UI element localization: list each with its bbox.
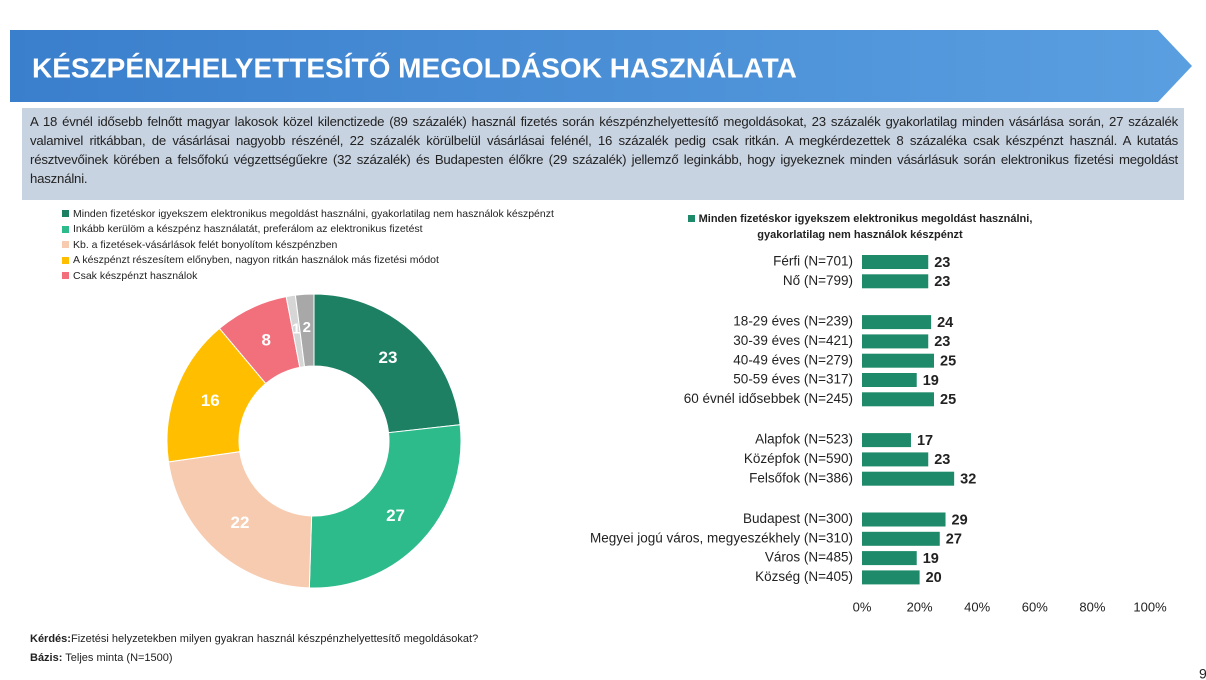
- base: Teljes minta (N=1500): [65, 652, 173, 664]
- bar: [862, 512, 946, 527]
- legend-swatch: [62, 225, 69, 233]
- x-tick-label: 100%: [1133, 599, 1167, 614]
- donut-chart: 23 27 22 16 8 1 2: [166, 293, 462, 589]
- footer: Kérdés:Fizetési helyzetekben milyen gyak…: [30, 630, 478, 668]
- bar-chart: Férfi (N=701) 23 Nő (N=799) 23 18-29 éves (N…: [590, 254, 1167, 615]
- legend-label: Inkább kerülöm a készpénz használatát, p…: [73, 223, 423, 236]
- value-label: 23: [934, 274, 950, 290]
- pie-legend: Minden fizetéskor igyekszem elektronikus…: [62, 206, 554, 284]
- category-label: 18-29 éves (N=239): [733, 314, 853, 329]
- donut-slice: [167, 451, 313, 589]
- slice-label: 1: [292, 320, 300, 337]
- title: KÉSZPÉNZHELYETTESÍTŐ MEGOLDÁSOK HASZNÁLA…: [32, 52, 797, 83]
- title-banner: [10, 30, 1192, 102]
- bar: [862, 433, 911, 448]
- category-label: Megyei jogú város, megyeszékhely (N=310): [590, 530, 853, 545]
- category-label: Község (N=405): [755, 569, 853, 584]
- legend-swatch: [62, 256, 69, 264]
- legend-item: Inkább kerülöm a készpénz használatát, p…: [62, 222, 554, 238]
- category-label: Budapest (N=300): [743, 511, 853, 526]
- category-label: Alapfok (N=523): [755, 432, 853, 447]
- category-label: Felsőfok (N=386): [749, 470, 853, 485]
- value-label: 17: [917, 433, 933, 449]
- bar: [862, 531, 940, 546]
- legend-swatch: [62, 210, 69, 218]
- value-label: 23: [934, 452, 950, 468]
- donut-slice: [294, 293, 315, 368]
- bar: [862, 570, 920, 585]
- x-tick-label: 60%: [1022, 599, 1048, 614]
- bar: [862, 471, 955, 486]
- legend-swatch: [62, 272, 69, 280]
- legend-item: Minden fizetéskor igyekszem elektronikus…: [62, 206, 554, 222]
- legend-item: Csak készpénzt használok: [62, 268, 554, 284]
- bar: [862, 334, 929, 349]
- question-label: Kérdés:: [30, 633, 71, 645]
- legend-label: Minden fizetéskor igyekszem elektronikus…: [698, 213, 1033, 241]
- x-tick-label: 80%: [1079, 599, 1105, 614]
- bar: [862, 353, 934, 368]
- value-label: 19: [923, 373, 939, 389]
- category-label: 60 évnél idősebbek (N=245): [684, 391, 853, 406]
- bar-legend: Minden fizetéskor igyekszem elektronikus…: [680, 211, 1040, 243]
- value-label: 25: [940, 354, 956, 370]
- slice-label: 22: [231, 513, 250, 532]
- category-label: Nő (N=799): [783, 273, 853, 288]
- bar: [862, 274, 929, 289]
- bar: [862, 392, 934, 407]
- donut-slice: [313, 293, 461, 434]
- slice-label: 27: [386, 506, 405, 525]
- legend-swatch: [687, 215, 695, 222]
- legend-label: Csak készpénzt használok: [73, 269, 198, 282]
- legend-label: A készpénzt részesítem előnyben, nagyon …: [73, 254, 439, 267]
- bar: [862, 551, 917, 566]
- legend-swatch: [62, 241, 69, 249]
- slice-label: 2: [303, 319, 311, 336]
- category-label: Város (N=485): [765, 550, 853, 565]
- page-number: 9: [1199, 666, 1206, 680]
- legend-label: Kb. a fizetések-vásárlások felét bonyolí…: [73, 238, 338, 251]
- value-label: 24: [937, 315, 953, 331]
- bar: [862, 373, 917, 387]
- bar: [862, 315, 932, 330]
- x-tick-label: 20%: [907, 599, 933, 614]
- value-label: 32: [960, 472, 976, 488]
- category-label: 50-59 éves (N=317): [733, 372, 853, 387]
- legend-item: A készpénzt részesítem előnyben, nagyon …: [62, 253, 554, 269]
- category-label: Középfok (N=590): [744, 451, 853, 466]
- value-label: 23: [934, 334, 950, 350]
- value-label: 27: [946, 532, 962, 548]
- slice-label: 16: [201, 391, 220, 410]
- value-label: 19: [923, 551, 939, 567]
- donut-slice: [308, 424, 462, 589]
- x-tick-label: 0%: [853, 599, 872, 614]
- base-label: Bázis:: [30, 652, 63, 664]
- value-label: 23: [934, 255, 950, 271]
- legend-label: Minden fizetéskor igyekszem elektronikus…: [73, 207, 554, 220]
- x-tick-label: 40%: [964, 599, 990, 614]
- value-label: 20: [926, 570, 942, 586]
- category-label: Férfi (N=701): [773, 254, 853, 269]
- category-label: 30-39 éves (N=421): [733, 333, 853, 348]
- slice-label: 8: [262, 330, 271, 349]
- question: Fizetési helyzetekben milyen gyakran has…: [70, 633, 479, 645]
- value-label: 25: [940, 392, 956, 408]
- legend-item: Kb. a fizetések-vásárlások felét bonyolí…: [62, 237, 554, 253]
- bar: [862, 255, 929, 269]
- category-label: 40-49 éves (N=279): [733, 352, 853, 367]
- bar: [862, 452, 929, 467]
- summary: A 18 évnél idősebb felnőtt magyar lakoso…: [22, 108, 1184, 200]
- slice-label: 23: [379, 348, 398, 367]
- value-label: 29: [952, 512, 968, 528]
